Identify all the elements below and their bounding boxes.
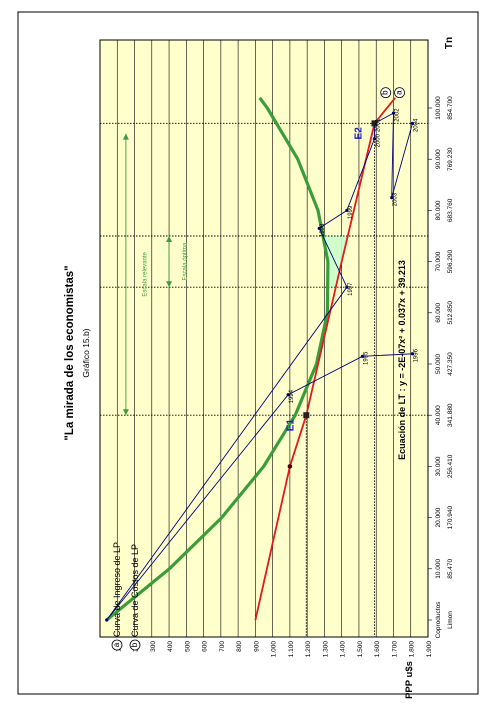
year-label: 2004 (413, 118, 419, 132)
relevant-scale-arrowhead-top (122, 133, 129, 140)
curve-key-label: b (381, 90, 390, 95)
y-axis-title: PPP u$s (404, 661, 415, 699)
legend-b-marker (129, 639, 141, 651)
x-tick-label: 50.000 (435, 354, 442, 374)
year-label: 2001 (375, 118, 381, 132)
chart-subtitle: Gráfico 15.b) (81, 328, 91, 377)
y-tick-label: 1.500 (357, 641, 364, 658)
y-tick-label: 600 (202, 641, 209, 652)
trajectory-line (106, 112, 413, 621)
trajectory-point (372, 137, 377, 141)
trajectory-point (286, 393, 290, 397)
trajectory-point (345, 285, 349, 289)
relevant-scale-label: Escala relevante (143, 252, 149, 297)
optimal-scale-arrowhead-top (166, 236, 173, 242)
y-tick-label: 1.200 (305, 641, 312, 658)
y-tick-label: 1.800 (409, 641, 416, 658)
y-tick-label: 1.000 (271, 641, 278, 658)
curve-key-label: a (395, 90, 404, 95)
y-tick-label: 300 (150, 641, 157, 652)
y-tick-label: 800 (236, 641, 243, 652)
relevant-scale-arrowhead-bottom (122, 409, 129, 416)
x-tick-label: 40.000 (435, 405, 442, 425)
year-label: 2003 (393, 192, 399, 206)
x-tick-label: 60.000 (435, 302, 442, 322)
curve-key-marker (394, 87, 405, 99)
y-tick-label: 1.300 (322, 641, 329, 658)
x-tick-label-secondary: 512.850 (447, 301, 454, 325)
legend-a-marker (111, 639, 123, 651)
x-axis-title: Tn (444, 37, 455, 49)
y-tick-label: 1.400 (340, 641, 347, 658)
x-tick-label-secondary: 85.470 (447, 558, 454, 578)
x-tick-label-secondary: Limon (447, 611, 454, 629)
x-tick-label: Coproductos (435, 601, 442, 639)
trajectory-point (410, 352, 415, 356)
x-tick-label: 30.000 (435, 456, 442, 476)
trajectory-point (317, 226, 321, 230)
curve-key-marker (380, 87, 392, 99)
y-tick-label: 1.900 (426, 641, 433, 658)
x-tick-label-secondary: 683.760 (447, 198, 454, 222)
x-tick-label: 70.000 (435, 251, 442, 271)
year-label: 2002 (394, 108, 400, 122)
x-tick-label-secondary: 769.230 (447, 147, 454, 171)
trajectory-point (391, 111, 396, 115)
equilibrium-point (303, 412, 310, 419)
trajectory-point (105, 618, 109, 622)
y-tick-label: 1.600 (374, 641, 381, 658)
year-label: 1995 (363, 351, 369, 365)
legend-a-key: a (112, 642, 121, 647)
legend-b-key: b (130, 642, 139, 647)
year-label: 1998 (320, 223, 326, 237)
year-label: 1994 (289, 389, 295, 403)
equilibrium-label: E2 (353, 127, 364, 140)
x-tick-label-secondary: 170.940 (447, 505, 454, 529)
y-tick-label: 1.100 (288, 641, 295, 658)
revenue-curve (254, 97, 396, 621)
x-tick-label-secondary: 427.350 (447, 352, 454, 376)
equilibrium-point (371, 120, 378, 127)
equation-label: Ecuación de LT : y = -2E-07x² + 0.037x +… (397, 260, 407, 460)
year-label: 1999 (348, 205, 354, 219)
x-tick-label: 80.000 (435, 200, 442, 220)
revenue-point (287, 464, 293, 469)
y-tick-label: 700 (219, 641, 226, 652)
optimal-scale-arrowhead-bottom (166, 281, 173, 288)
x-tick-label-secondary: 256.410 (447, 454, 454, 478)
y-tick-label: 400 (167, 641, 174, 652)
trajectory-point (410, 121, 415, 125)
x-tick-label: 20.000 (435, 507, 442, 527)
x-tick-label: 100.000 (435, 96, 442, 120)
cost-curve (105, 96, 330, 622)
legend-a-label: Curva de Ingreso de LP (112, 542, 122, 637)
x-tick-label-secondary: 341.880 (447, 403, 454, 427)
trajectory-point (390, 196, 394, 200)
x-tick-label: 10.000 (435, 558, 442, 578)
y-tick-label: 500 (184, 641, 191, 652)
y-tick-label: 1.700 (391, 641, 398, 658)
chart-title: "La mirada de los economistas" (64, 265, 76, 440)
trajectory-point (345, 208, 349, 212)
x-tick-label-secondary: 596.290 (447, 249, 454, 273)
year-label: 2000 (375, 133, 381, 147)
year-label: 1997 (348, 282, 354, 296)
equilibrium-label: E1 (285, 419, 296, 432)
optimal-scale-label: Escala óptima (182, 242, 188, 280)
year-label: 1996 (413, 348, 419, 362)
legend-b-label: Curva de Costos de LP (130, 544, 140, 637)
y-tick-label: 900 (253, 641, 260, 652)
trajectory-point (360, 354, 364, 358)
x-tick-label-secondary: 854.700 (447, 96, 454, 120)
x-tick-label: 90.000 (435, 149, 442, 169)
